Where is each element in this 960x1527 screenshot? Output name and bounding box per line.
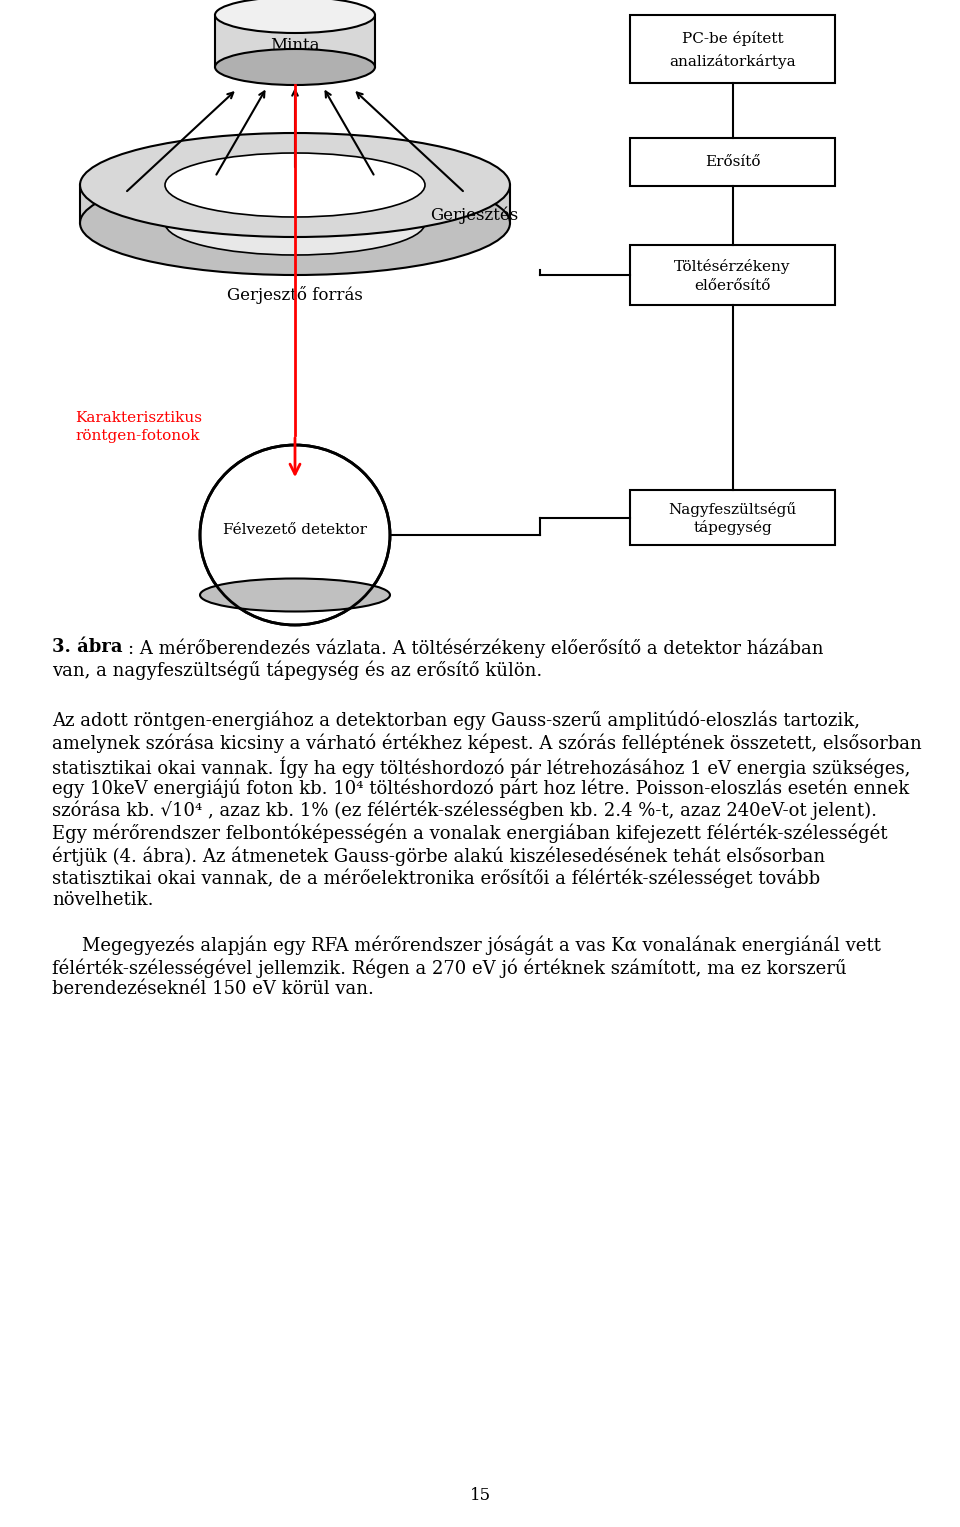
Text: Karakterisztikus: Karakterisztikus — [75, 411, 202, 425]
Text: statisztikai okai vannak. Így ha egy töltéshordozó pár létrehozásához 1 eV energ: statisztikai okai vannak. Így ha egy töl… — [52, 756, 910, 777]
Text: Gerjesztő forrás: Gerjesztő forrás — [228, 286, 363, 304]
Text: Félvezető detektor: Félvezető detektor — [223, 524, 367, 538]
Ellipse shape — [215, 0, 375, 34]
Ellipse shape — [200, 444, 390, 625]
Text: Töltésérzékeny: Töltésérzékeny — [674, 258, 791, 273]
Text: Erősítő: Erősítő — [705, 156, 760, 169]
Text: 3. ábra: 3. ábra — [52, 638, 123, 657]
Text: tápegység: tápegység — [693, 519, 772, 534]
Text: : A mérőberendezés vázlata. A töltésérzékeny előerősítő a detektor házában: : A mérőberendezés vázlata. A töltésérzé… — [128, 638, 824, 658]
Ellipse shape — [165, 191, 425, 255]
FancyBboxPatch shape — [630, 244, 835, 305]
FancyBboxPatch shape — [630, 490, 835, 545]
Bar — [215, 15, 375, 67]
Text: előerősítő: előerősítő — [694, 279, 771, 293]
Text: röntgen-fotonok: röntgen-fotonok — [75, 429, 200, 443]
Text: félérték-szélességével jellemzik. Régen a 270 eV jó értéknek számított, ma ez ko: félérték-szélességével jellemzik. Régen … — [52, 957, 847, 977]
Ellipse shape — [215, 49, 375, 86]
Bar — [165, 185, 425, 223]
Text: szórása kb. √10⁴ , azaz kb. 1% (ez félérték-szélességben kb. 2.4 %-t, azaz 240eV: szórása kb. √10⁴ , azaz kb. 1% (ez félér… — [52, 802, 877, 820]
Text: Gerjesztés: Gerjesztés — [430, 206, 518, 224]
Text: növelhetik.: növelhetik. — [52, 890, 154, 909]
Text: 15: 15 — [469, 1486, 491, 1504]
FancyBboxPatch shape — [630, 15, 835, 82]
Text: van, a nagyfeszültségű tápegység és az erősítő külön.: van, a nagyfeszültségű tápegység és az e… — [52, 661, 542, 680]
Ellipse shape — [200, 579, 390, 611]
Text: analizátorkártya: analizátorkártya — [669, 53, 796, 69]
Bar — [80, 185, 510, 223]
FancyBboxPatch shape — [630, 137, 835, 186]
Text: Egy mérőrendszer felbontóképességén a vonalak energiában kifejezett félérték-szé: Egy mérőrendszer felbontóképességén a vo… — [52, 823, 887, 843]
Text: Minta: Minta — [271, 37, 320, 53]
Ellipse shape — [80, 133, 510, 237]
Text: egy 10keV energiájú foton kb. 10⁴ töltéshordozó párt hoz létre. Poisson-eloszlás: egy 10keV energiájú foton kb. 10⁴ töltés… — [52, 779, 909, 799]
Text: amelynek szórása kicsiny a várható értékhez képest. A szórás felléptének összete: amelynek szórása kicsiny a várható érték… — [52, 733, 922, 753]
Text: statisztikai okai vannak, de a mérőelektronika erősítői a félérték-szélességet t: statisztikai okai vannak, de a mérőelekt… — [52, 869, 820, 889]
Text: berendezéseknél 150 eV körül van.: berendezéseknél 150 eV körül van. — [52, 980, 373, 999]
Text: Az adott röntgen-energiához a detektorban egy Gauss-szerű amplitúdó-eloszlás tar: Az adott röntgen-energiához a detektorba… — [52, 712, 860, 730]
Text: Nagyfeszültségű: Nagyfeszültségű — [668, 502, 797, 516]
Ellipse shape — [80, 171, 510, 275]
Text: PC-be épített: PC-be épített — [682, 31, 783, 46]
Ellipse shape — [165, 153, 425, 217]
Text: értjük (4. ábra). Az átmenetek Gauss-görbe alakú kiszélesedésének tehát elsősorb: értjük (4. ábra). Az átmenetek Gauss-gör… — [52, 846, 826, 866]
Text: Megegyezés alapján egy RFA mérőrendszer jóságát a vas Kα vonalának energiánál ve: Megegyezés alapján egy RFA mérőrendszer … — [82, 936, 881, 954]
